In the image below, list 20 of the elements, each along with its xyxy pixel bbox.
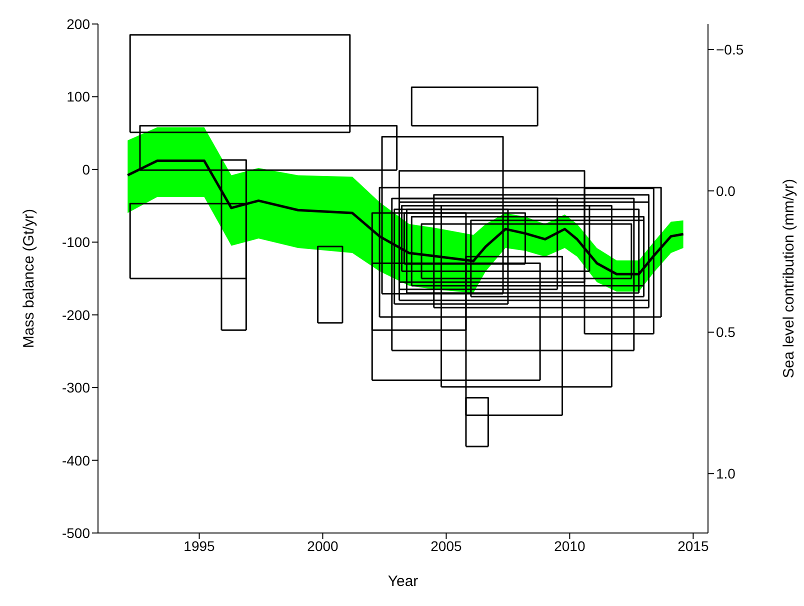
y2-axis-title: Sea level contribution (mm/yr): [780, 178, 798, 378]
y-tick-label: -400: [62, 452, 90, 468]
y2-tick-label: 0.0: [716, 182, 736, 199]
y-tick-label: 100: [66, 88, 90, 105]
x-tick-label: 1995: [184, 538, 216, 554]
y2-tick-label: 0.5: [716, 324, 736, 340]
y-tick-label: -100: [62, 234, 90, 250]
y-tick-label: 0: [82, 161, 90, 178]
y2-tick-label: −0.5: [716, 41, 744, 58]
y-tick-label: -200: [62, 306, 90, 323]
y-tick-label: -500: [62, 524, 90, 541]
y-tick-label: -300: [62, 380, 90, 396]
y2-tick-label: 1.0: [716, 466, 736, 482]
x-axis-title: Year: [388, 573, 418, 590]
y-axis-title: Mass balance (Gt/yr): [20, 208, 38, 348]
x-tick-label: 2005: [430, 538, 462, 554]
x-tick-label: 2015: [678, 538, 709, 554]
x-tick-label: 2000: [307, 538, 339, 554]
x-tick-label: 2010: [554, 538, 586, 554]
y-tick-label: 200: [66, 16, 90, 32]
